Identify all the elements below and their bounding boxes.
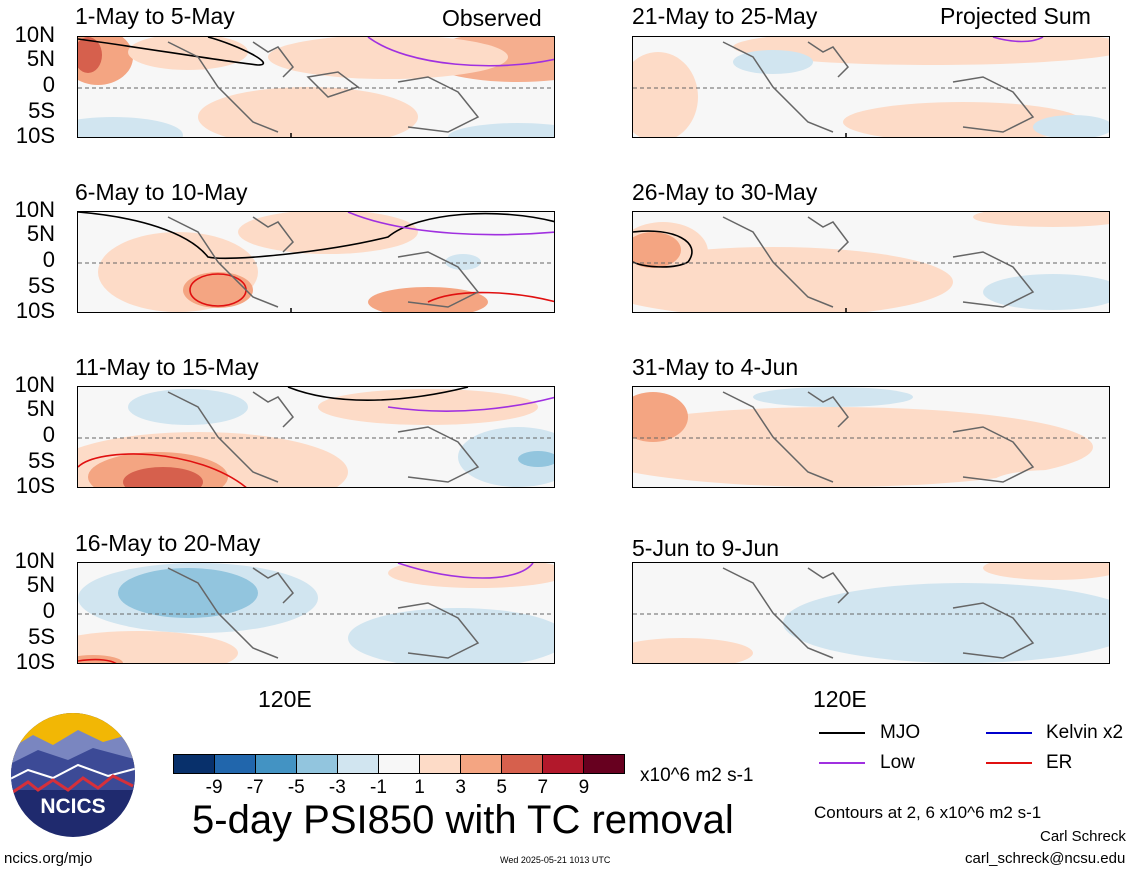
colorbar-swatch-5 bbox=[379, 755, 420, 773]
panel-title-right-1: 21-May to 25-May bbox=[632, 3, 818, 29]
colorbar-tick-8: 7 bbox=[537, 777, 549, 798]
panel-title-left-3: 11-May to 15-May bbox=[75, 354, 259, 380]
lat-label-row2-4: 10S bbox=[15, 298, 55, 323]
author-name: Carl Schreck bbox=[1040, 828, 1126, 845]
colorbar-tick-1: -7 bbox=[246, 777, 264, 798]
colorbar-tick-4: -1 bbox=[370, 777, 387, 798]
colorbar-swatch-2 bbox=[256, 755, 297, 773]
legend-kelvin-line bbox=[986, 732, 1032, 734]
colorbar-swatch-0 bbox=[174, 755, 215, 773]
colorbar-units: x10^6 m2 s-1 bbox=[640, 765, 754, 786]
legend-er-label: ER bbox=[1046, 752, 1073, 773]
colorbar-tick-2: -5 bbox=[287, 777, 305, 798]
lat-label-row1-1: 5N bbox=[26, 46, 55, 71]
logo-text: NCICS bbox=[40, 795, 105, 818]
colorbar-swatch-6 bbox=[420, 755, 461, 773]
colorbar-swatch-8 bbox=[502, 755, 543, 773]
lat-label-row4-0: 10N bbox=[14, 548, 55, 573]
colorbar-tick-5: 1 bbox=[414, 777, 425, 798]
map-panel-left-1 bbox=[77, 36, 555, 138]
ncics-logo: NCICS bbox=[8, 710, 138, 840]
lat-label-row4-1: 5N bbox=[26, 572, 55, 597]
lat-label-row4-3: 5S bbox=[28, 624, 55, 649]
lat-label-row3-1: 5N bbox=[26, 396, 55, 421]
lat-label-row1-2: 0 bbox=[42, 72, 55, 97]
map-panel-left-2 bbox=[77, 211, 555, 313]
colorbar bbox=[173, 754, 625, 774]
panel-title-right-4: 5-Jun to 9-Jun bbox=[632, 535, 780, 561]
colorbar-swatch-1 bbox=[215, 755, 256, 773]
lat-label-row3-0: 10N bbox=[14, 372, 55, 397]
panel-title-left-4: 16-May to 20-May bbox=[75, 530, 261, 556]
main-title: 5-day PSI850 with TC removal bbox=[192, 798, 734, 842]
timestamp: Wed 2025-05-21 1013 UTC bbox=[500, 855, 611, 865]
colorbar-swatch-7 bbox=[461, 755, 502, 773]
lat-label-row2-1: 5N bbox=[26, 221, 55, 246]
projected-sum-label: Projected Sum bbox=[940, 3, 1091, 29]
contours-note: Contours at 2, 6 x10^6 m2 s-1 bbox=[814, 803, 1042, 822]
lat-label-row2-0: 10N bbox=[14, 197, 55, 222]
observed-label: Observed bbox=[442, 5, 542, 31]
colorbar-tick-9: 9 bbox=[578, 777, 590, 798]
lat-label-row2-2: 0 bbox=[42, 247, 55, 272]
lat-label-row3-4: 10S bbox=[15, 473, 55, 498]
map-panel-right-1 bbox=[632, 36, 1110, 138]
legend-kelvin-label: Kelvin x2 bbox=[1046, 722, 1124, 743]
map-panel-right-2 bbox=[632, 211, 1110, 313]
lat-label-row3-2: 0 bbox=[42, 422, 55, 447]
lat-label-row1-4: 10S bbox=[15, 123, 55, 148]
colorbar-tick-3: -3 bbox=[328, 777, 346, 798]
lat-label-row1-3: 5S bbox=[28, 98, 55, 123]
colorbar-tick-7: 5 bbox=[496, 777, 508, 798]
colorbar-swatch-9 bbox=[543, 755, 584, 773]
map-panel-left-4 bbox=[77, 562, 555, 664]
map-panel-right-4 bbox=[632, 562, 1110, 664]
colorbar-swatch-10 bbox=[584, 755, 624, 773]
map-panel-right-3 bbox=[632, 386, 1110, 488]
map-panel-left-3 bbox=[77, 386, 555, 488]
panel-title-left-2: 6-May to 10-May bbox=[75, 179, 248, 205]
lat-label-row4-2: 0 bbox=[42, 598, 55, 623]
lat-label-row3-3: 5S bbox=[28, 448, 55, 473]
lon-label-left: 120E bbox=[258, 686, 312, 712]
lat-label-row2-3: 5S bbox=[28, 273, 55, 298]
panel-title-left-1: 1-May to 5-May bbox=[75, 3, 235, 29]
lat-label-row1-0: 10N bbox=[14, 22, 55, 47]
legend-low-line bbox=[819, 762, 865, 764]
colorbar-tick-6: 3 bbox=[455, 777, 466, 798]
colorbar-tick-0: -9 bbox=[205, 777, 223, 798]
colorbar-swatch-4 bbox=[338, 755, 379, 773]
legend-mjo-line bbox=[819, 732, 865, 734]
lon-label-right: 120E bbox=[813, 686, 867, 712]
legend-mjo-label: MJO bbox=[880, 722, 921, 743]
panel-title-right-2: 26-May to 30-May bbox=[632, 179, 818, 205]
panel-title-right-3: 31-May to 4-Jun bbox=[632, 354, 799, 380]
legend-er-line bbox=[986, 762, 1032, 764]
colorbar-swatch-3 bbox=[297, 755, 338, 773]
author-email[interactable]: carl_schreck@ncsu.edu bbox=[965, 850, 1126, 867]
ncics-url[interactable]: ncics.org/mjo bbox=[4, 850, 93, 867]
lat-label-row4-4: 10S bbox=[15, 649, 55, 674]
legend-low-label: Low bbox=[880, 752, 915, 773]
